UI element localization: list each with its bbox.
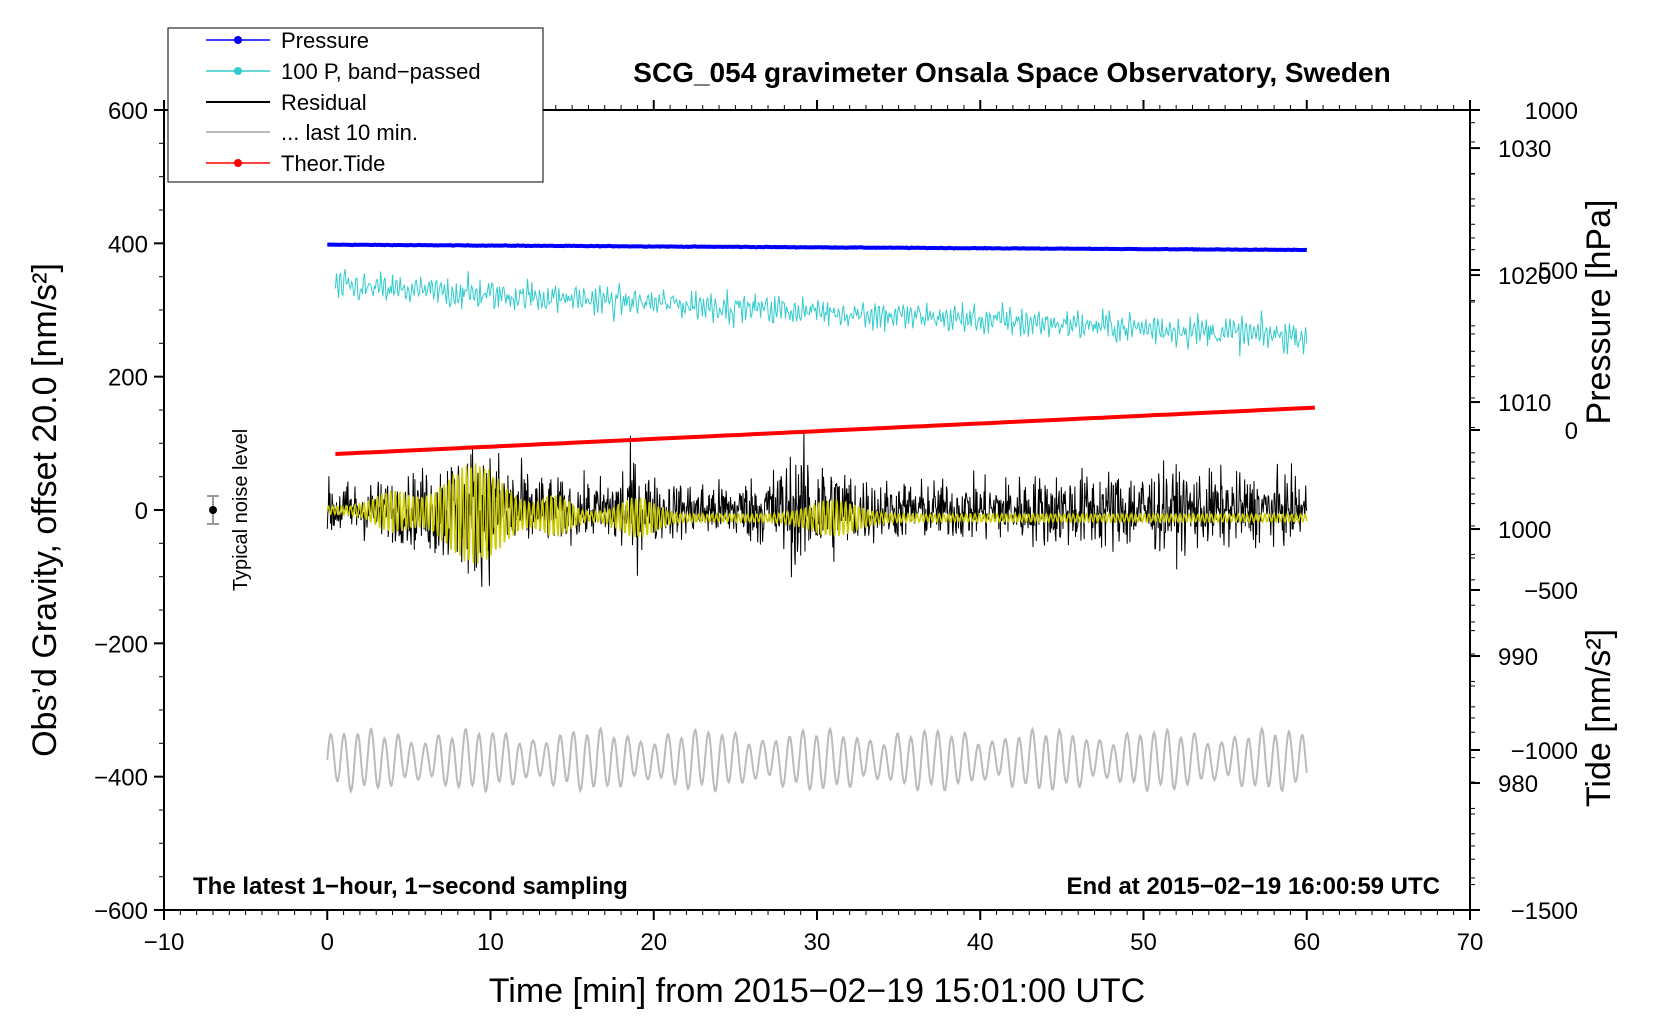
y-pressure-tick-label: 1000: [1498, 517, 1551, 544]
legend-marker-bandpassed: [234, 67, 242, 75]
legend-marker-pressure: [234, 36, 242, 44]
y-axis-title-left: Obs’d Gravity, offset 20.0 [nm/s²]: [26, 263, 64, 757]
y-pressure-tick-label: 1030: [1498, 136, 1551, 163]
y-pressure-tick-label: 990: [1498, 644, 1538, 671]
x-tick-label: 10: [477, 929, 504, 956]
legend-marker-tide: [234, 159, 242, 167]
legend-label-residual: Residual: [281, 90, 367, 115]
series-band-passed: [334, 268, 1308, 357]
legend-label-bandpassed: 100 P, band−passed: [281, 59, 481, 84]
x-tick-label: 60: [1293, 929, 1320, 956]
y-axis-title-pressure: Pressure [hPa]: [1580, 200, 1618, 425]
y-tide-tick-label: −1000: [1511, 738, 1578, 765]
legend-label-tide: Theor.Tide: [281, 151, 385, 176]
x-axis-title: Time [min] from 2015−02−19 15:01:00 UTC: [489, 972, 1145, 1010]
legend: Pressure 100 P, band−passed Residual ...…: [167, 27, 544, 183]
annotation-sampling: The latest 1−hour, 1−second sampling: [193, 873, 628, 900]
data-series: [326, 242, 1315, 795]
y-pressure-tick-label: 1010: [1498, 390, 1551, 417]
y-tide-tick-label: 0: [1565, 418, 1578, 445]
y-left-tick-label: 600: [108, 98, 148, 125]
y-left-tick-label: 0: [135, 498, 148, 525]
series-filtered-residual: [326, 463, 1308, 564]
annotation-end-time: End at 2015−02−19 16:00:59 UTC: [1066, 873, 1440, 900]
noise-label: Typical noise level: [230, 429, 252, 591]
y-tide-tick-label: 500: [1538, 258, 1578, 285]
x-tick-label: 40: [967, 929, 994, 956]
x-tick-label: 20: [640, 929, 667, 956]
x-tick-label: 30: [804, 929, 831, 956]
y-left-tick-label: 200: [108, 365, 148, 392]
y-tide-tick-label: 1000: [1525, 98, 1578, 125]
legend-label-pressure: Pressure: [281, 28, 369, 53]
y-pressure-tick-label: 1020: [1498, 263, 1551, 290]
y-left-tick-label: −400: [94, 765, 148, 792]
y-pressure-tick-label: 980: [1498, 771, 1538, 798]
x-tick-label: 70: [1457, 929, 1484, 956]
y-tide-tick-label: −1500: [1511, 898, 1578, 925]
x-tick-label: 50: [1130, 929, 1157, 956]
series-theoretical-tide: [335, 405, 1315, 456]
noise-point: [209, 506, 217, 514]
noise-indicator: [207, 495, 219, 525]
y-left-tick-label: 400: [108, 231, 148, 258]
series-last-10-min: [326, 726, 1308, 795]
y-left-tick-label: −200: [94, 631, 148, 658]
chart-title: SCG_054 gravimeter Onsala Space Observat…: [633, 57, 1390, 88]
x-tick-label: −10: [144, 929, 185, 956]
x-tick-label: 0: [321, 929, 334, 956]
y-left-tick-label: −600: [94, 898, 148, 925]
legend-box: [167, 27, 544, 183]
legend-label-last10: ... last 10 min.: [281, 120, 418, 145]
series-pressure: [327, 242, 1307, 253]
y-axis-title-tide: Tide [nm/s²]: [1580, 629, 1618, 807]
y-tide-tick-label: −500: [1524, 578, 1578, 605]
axis-ticks: −10 0 10 20 30 40 50 60 706004002000−200−400−600…: [94, 98, 1578, 956]
